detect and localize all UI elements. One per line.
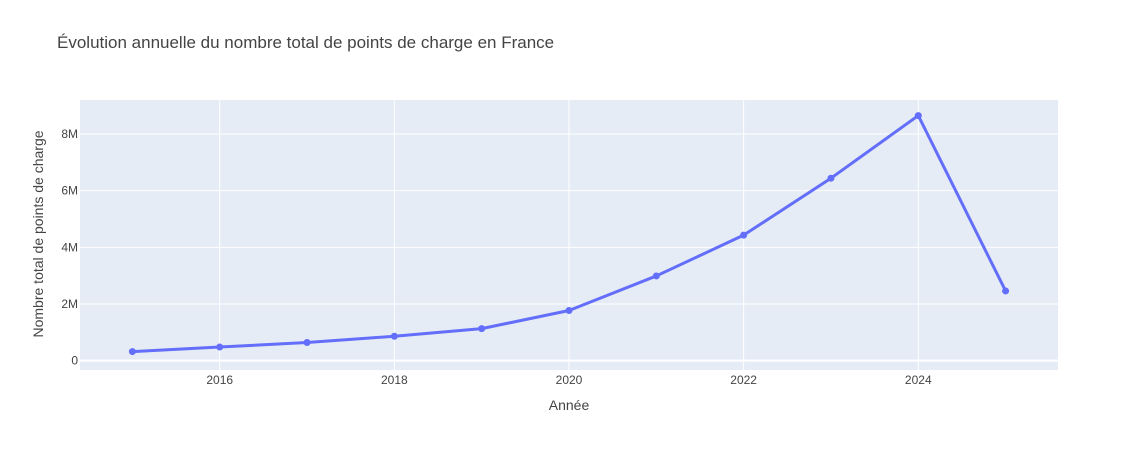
gridlines	[80, 100, 1058, 370]
x-tick-label: 2018	[381, 373, 408, 387]
data-point	[827, 174, 835, 182]
y-axis-ticks: 0 2M 4M 6M 8M	[61, 127, 78, 368]
data-point	[128, 348, 136, 356]
y-tick-label: 0	[71, 354, 78, 368]
y-tick-label: 8M	[61, 127, 78, 141]
data-point	[652, 272, 660, 280]
y-axis-title: Nombre total de points de charge	[30, 130, 46, 337]
data-point	[565, 307, 573, 315]
data-point	[740, 231, 748, 239]
x-axis-ticks: 2016 2018 2020 2022 2024	[206, 373, 932, 387]
x-tick-label: 2020	[556, 373, 583, 387]
data-point	[914, 112, 922, 120]
data-point	[1002, 287, 1010, 295]
x-tick-label: 2022	[730, 373, 757, 387]
series-group	[128, 112, 1010, 356]
y-tick-label: 2M	[61, 297, 78, 311]
chart-title: Évolution annuelle du nombre total de po…	[57, 33, 555, 52]
data-point	[390, 332, 398, 340]
data-point	[303, 339, 311, 347]
data-point	[216, 343, 224, 351]
x-tick-label: 2016	[206, 373, 233, 387]
y-tick-label: 4M	[61, 240, 78, 254]
data-point	[478, 325, 486, 333]
y-tick-label: 6M	[61, 184, 78, 198]
x-axis-title: Année	[549, 397, 590, 413]
x-tick-label: 2024	[905, 373, 932, 387]
